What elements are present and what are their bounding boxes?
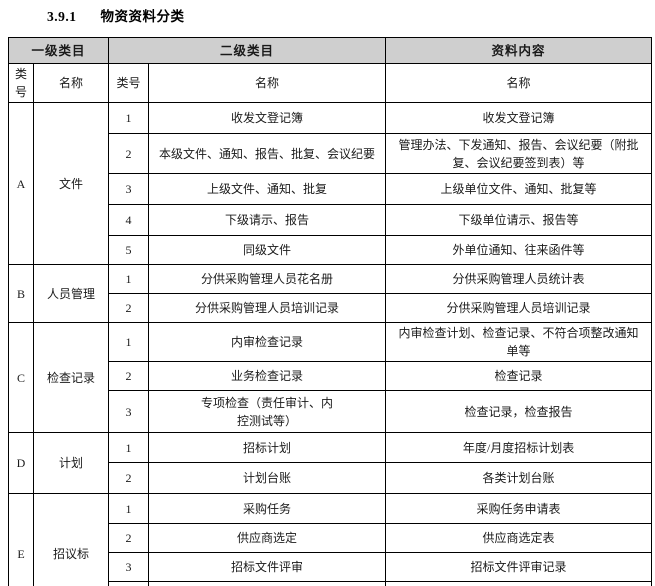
cell-item: 招标文件评审 [148,552,387,582]
cell-item: 分供采购管理人员培训记录 [148,293,387,323]
cell-class-name: 文件 [32,102,110,265]
table-row-partial [9,581,653,586]
table-row: 3 招标文件评审 招标文件评审记录 [9,552,653,582]
cell-class-no: C [8,322,34,433]
cell-item: 收发文登记簿 [148,102,387,134]
table-row: C 检查记录 1 内审检查记录 内审检查计划、检查记录、不符合项整改通知单等 [8,322,653,433]
table-row: D 计划 1 招标计划 年度/月度招标计划表 [8,432,653,494]
cell-content: 采购任务申请表 [385,493,653,524]
cell-content: 招标文件评审记录 [385,552,653,582]
cell-content: 上级单位文件、通知、批复等 [385,173,653,205]
header-level1: 一级类目 [7,37,110,64]
cell-row-no: 5 [108,235,150,265]
cell-row-no: 2 [108,361,150,391]
table-row: 5 同级文件 外单位通知、往来函件等 [9,235,653,265]
cell-content: 供应商选定表 [385,523,653,553]
subheader-class-no: 类号 [8,63,34,103]
subheader-name: 名称 [148,63,387,103]
cell-row-no: 3 [108,552,150,582]
table-row: 4 下级请示、报告 下级单位请示、报告等 [9,204,653,236]
cell-row-no [108,581,150,586]
cell-row-no: 1 [108,264,150,294]
cell-class-name: 检查记录 [32,322,110,433]
cell-row-no: 2 [108,133,150,174]
cell-content: 管理办法、下发通知、报告、会议纪要（附批复、会议纪要签到表）等 [385,133,653,174]
subheader-class-no: 类号 [108,63,150,103]
cell-class-no: D [8,432,34,494]
cell-row-no: 3 [108,173,150,205]
cell-item: 计划台账 [148,462,387,494]
materials-classification-table: 一级类目 二级类目 资料内容 类号 名称 类号 名称 名称 A 文件 1 收发文… [7,37,653,586]
cell-item [148,581,387,586]
cell-class-no: B [8,264,34,323]
cell-content-text: 内审检查计划、检查记录、不符合项整改通知单等 [398,326,639,358]
cell-row-no: 2 [108,523,150,553]
cell-item: 本级文件、通知、报告、批复、会议纪要 [148,133,387,174]
cell-content [385,581,653,586]
cell-item: 分供采购管理人员花名册 [148,264,387,294]
cell-row-no: 1 [108,322,150,362]
subheader-name: 名称 [385,63,653,103]
cell-content: 收发文登记簿 [385,102,653,134]
section-number: 3.9.1 [47,9,77,24]
cell-row-no: 2 [108,462,150,494]
cell-class-no: E [8,493,34,586]
header-content: 资料内容 [385,37,653,64]
cell-item: 内审检查记录 [148,322,387,362]
cell-item-text: 专项检查（责任审计、内控测试等） [201,395,334,428]
table-row: 2 分供采购管理人员培训记录 分供采购管理人员培训记录 [9,293,653,323]
subheader-name: 名称 [32,63,110,103]
cell-row-no: 4 [108,204,150,236]
cell-content: 年度/月度招标计划表 [385,432,653,463]
table-row: E 招议标 1 采购任务 采购任务申请表 [8,493,653,586]
cell-item: 专项检查（责任审计、内控测试等） [148,390,387,433]
table-header-row: 一级类目 二级类目 资料内容 [7,37,653,64]
cell-item: 下级请示、报告 [148,204,387,236]
cell-row-no: 2 [108,293,150,323]
cell-class-name: 人员管理 [32,264,110,323]
cell-content: 下级单位请示、报告等 [385,204,653,236]
cell-content: 分供采购管理人员培训记录 [385,293,653,323]
table-row: B 人员管理 1 分供采购管理人员花名册 分供采购管理人员统计表 [8,264,653,323]
table-row: 2 本级文件、通知、报告、批复、会议纪要 管理办法、下发通知、报告、会议纪要（附… [9,133,653,174]
cell-content-text: 管理办法、下发通知、报告、会议纪要（附批复、会议纪要签到表）等 [398,137,639,170]
cell-item: 上级文件、通知、批复 [148,173,387,205]
cell-class-name: 计划 [32,432,110,494]
cell-content: 分供采购管理人员统计表 [385,264,653,294]
cell-content: 内审检查计划、检查记录、不符合项整改通知单等 [385,322,653,362]
cell-class-no: A [8,102,34,265]
table-row: A 文件 1 收发文登记簿 收发文登记簿 [8,102,653,265]
cell-item: 招标计划 [148,432,387,463]
cell-content: 外单位通知、往来函件等 [385,235,653,265]
cell-item: 业务检查记录 [148,361,387,391]
section-heading: 3.9.1 物资资料分类 [47,5,185,25]
cell-content: 各类计划台账 [385,462,653,494]
cell-content: 检查记录 [385,361,653,391]
cell-row-no: 3 [108,390,150,433]
table-row: 2 业务检查记录 检查记录 [9,361,653,391]
cell-row-no: 1 [108,102,150,134]
cell-content: 检查记录，检查报告 [385,390,653,433]
cell-item: 供应商选定 [148,523,387,553]
table-subheader-row: 类号 名称 类号 名称 名称 [8,63,653,103]
table-row: 3 专项检查（责任审计、内控测试等） 检查记录，检查报告 [9,390,653,433]
table-row: 3 上级文件、通知、批复 上级单位文件、通知、批复等 [9,173,653,205]
cell-row-no: 1 [108,493,150,524]
cell-item: 同级文件 [148,235,387,265]
cell-item: 采购任务 [148,493,387,524]
cell-class-name: 招议标 [32,493,110,586]
header-level2: 二级类目 [108,37,387,64]
section-title: 物资资料分类 [100,9,185,24]
cell-row-no: 1 [108,432,150,463]
